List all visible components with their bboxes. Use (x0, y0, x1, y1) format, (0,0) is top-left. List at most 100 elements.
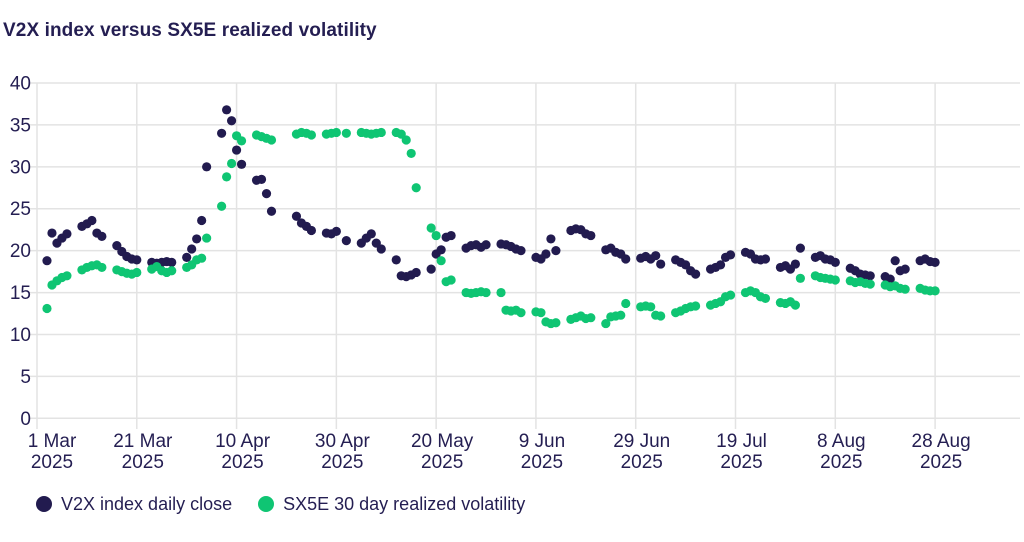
x-tick-year-label: 2025 (122, 452, 164, 473)
chart-legend: V2X index daily close SX5E 30 day realiz… (36, 494, 525, 514)
data-point-v2x (97, 231, 107, 241)
x-tick-year-label: 2025 (521, 452, 563, 473)
data-point-sx5e (436, 256, 446, 266)
x-tick-year-label: 2025 (720, 452, 762, 473)
data-point-v2x (546, 234, 556, 244)
data-point-sx5e (132, 267, 142, 278)
data-point-v2x (830, 257, 840, 267)
data-point-sx5e (62, 271, 72, 281)
data-point-v2x (691, 269, 701, 279)
y-tick-label: 35 (10, 115, 31, 136)
x-tick-year-label: 2025 (31, 452, 73, 473)
data-point-sx5e (401, 135, 411, 145)
y-tick-label: 30 (10, 157, 31, 178)
data-point-sx5e (167, 266, 177, 276)
data-point-v2x (192, 234, 202, 244)
x-tick-label: 1 Mar (28, 431, 77, 452)
y-tick-label: 10 (10, 325, 31, 346)
y-tick-label: 25 (10, 199, 31, 220)
data-point-sx5e (266, 135, 277, 145)
data-point-v2x (715, 260, 726, 270)
y-tick-label: 20 (10, 241, 31, 262)
data-point-v2x (306, 225, 317, 236)
data-point-v2x (725, 250, 736, 260)
data-point-v2x (47, 228, 57, 238)
data-point-sx5e (865, 279, 875, 289)
data-point-sx5e (481, 287, 491, 298)
data-point-v2x (865, 271, 875, 281)
data-point-sx5e (42, 303, 52, 314)
data-point-v2x (621, 254, 631, 264)
data-point-sx5e (197, 253, 207, 263)
data-point-v2x (930, 257, 940, 267)
data-point-v2x (226, 116, 237, 126)
data-point-v2x (651, 251, 661, 261)
x-tick-label: 20 May (411, 431, 474, 452)
v2x-legend-dot-icon (36, 496, 52, 512)
data-point-v2x (446, 230, 456, 241)
data-point-v2x (217, 128, 227, 138)
data-point-sx5e (536, 308, 546, 318)
data-point-v2x (87, 215, 97, 226)
data-point-sx5e (795, 273, 805, 283)
data-point-v2x (331, 226, 341, 236)
data-point-v2x (341, 235, 351, 246)
sx5e-legend-label: SX5E 30 day realized volatility (283, 494, 526, 514)
data-point-sx5e (760, 293, 771, 304)
data-point-v2x (366, 229, 376, 239)
data-point-sx5e (691, 301, 701, 311)
x-tick-label: 9 Jun (519, 431, 565, 452)
data-point-sx5e (586, 313, 596, 323)
data-point-sx5e (217, 201, 227, 211)
data-point-v2x (795, 243, 805, 253)
data-point-v2x (376, 244, 386, 254)
data-point-sx5e (331, 127, 341, 138)
data-point-v2x (256, 174, 267, 184)
data-point-v2x (890, 256, 900, 266)
data-point-sx5e (306, 130, 317, 140)
data-point-sx5e (341, 128, 351, 138)
y-tick-label: 5 (20, 367, 31, 388)
data-point-v2x (436, 245, 446, 255)
data-point-v2x (236, 159, 247, 169)
data-point-v2x (551, 246, 561, 256)
data-point-v2x (760, 254, 771, 264)
x-tick-label: 19 Jul (716, 431, 767, 452)
data-point-sx5e (900, 284, 910, 294)
data-point-v2x (541, 249, 551, 259)
data-point-sx5e (236, 136, 247, 146)
data-point-v2x (900, 264, 910, 274)
legend-item-v2x: V2X index daily close (36, 494, 232, 514)
data-point-sx5e (516, 308, 526, 318)
data-point-v2x (221, 105, 232, 115)
data-point-sx5e (411, 183, 421, 193)
data-point-sx5e (725, 290, 736, 300)
data-point-sx5e (930, 286, 940, 296)
data-point-v2x (42, 256, 52, 266)
x-tick-year-label: 2025 (820, 452, 862, 473)
data-point-sx5e (226, 158, 237, 169)
data-point-sx5e (551, 318, 561, 328)
data-point-sx5e (830, 275, 840, 285)
data-point-sx5e (656, 311, 666, 321)
data-point-v2x (291, 211, 302, 221)
x-tick-label: 8 Aug (817, 431, 866, 452)
data-point-sx5e (202, 233, 212, 243)
x-tick-year-label: 2025 (221, 452, 263, 473)
x-tick-label: 10 Apr (215, 431, 271, 452)
data-point-sx5e (406, 148, 416, 159)
y-tick-label: 0 (20, 409, 31, 430)
v2x-legend-label: V2X index daily close (61, 494, 233, 514)
x-tick-year-label: 2025 (621, 452, 663, 473)
data-point-sx5e (646, 302, 656, 312)
data-point-v2x (197, 215, 207, 226)
x-tick-label: 29 Jun (613, 431, 670, 452)
data-point-sx5e (97, 262, 107, 273)
x-tick-label: 30 Apr (315, 431, 371, 452)
data-point-sx5e (431, 230, 441, 241)
data-point-v2x (411, 267, 421, 278)
data-point-sx5e (496, 287, 506, 298)
data-point-sx5e (376, 127, 386, 138)
